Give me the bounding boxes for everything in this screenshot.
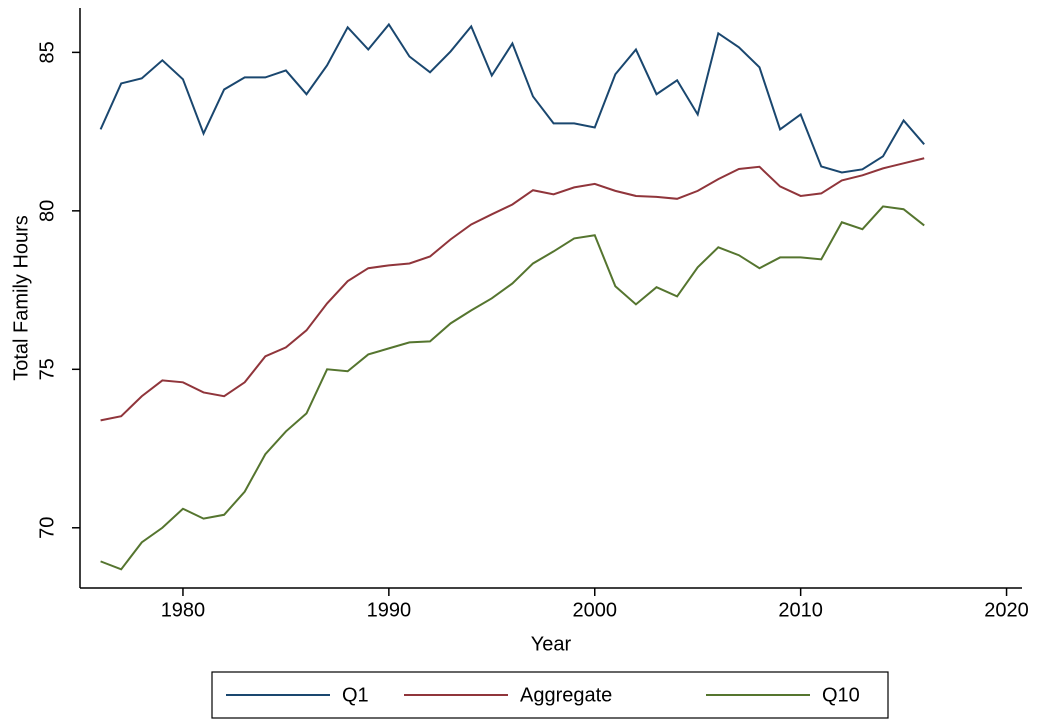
x-tick-label: 1980 <box>161 599 206 621</box>
y-tick-label: 80 <box>36 200 58 222</box>
x-tick-label: 2000 <box>573 599 618 621</box>
y-axis-label: Total Family Hours <box>10 215 32 381</box>
x-tick-label: 1990 <box>367 599 412 621</box>
series-line <box>100 157 925 422</box>
y-tick-label: 75 <box>36 358 58 380</box>
x-tick-label: 2010 <box>778 599 823 621</box>
y-tick-label: 85 <box>36 41 58 63</box>
series-line <box>99 22 925 174</box>
legend-label: Q1 <box>342 684 369 706</box>
y-tick-label: 70 <box>36 517 58 539</box>
x-axis-label: Year <box>531 633 572 655</box>
legend-label: Aggregate <box>520 684 612 706</box>
x-tick-label: 2020 <box>984 599 1029 621</box>
legend-label: Q10 <box>822 684 860 706</box>
series-line <box>100 205 925 571</box>
legend-box <box>211 671 889 719</box>
